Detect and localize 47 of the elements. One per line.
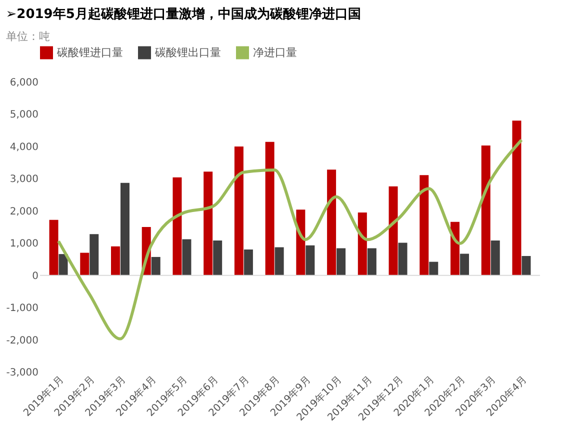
bar bbox=[420, 175, 429, 276]
bar bbox=[265, 142, 274, 276]
y-axis-title: 单位：吨 bbox=[6, 30, 50, 43]
bar bbox=[274, 247, 284, 276]
y-tick-label: -2,000 bbox=[6, 335, 38, 346]
bar bbox=[234, 146, 244, 276]
bar bbox=[522, 256, 531, 276]
bar bbox=[490, 240, 500, 276]
bar bbox=[182, 239, 192, 276]
bar bbox=[204, 172, 213, 276]
bar bbox=[80, 252, 90, 276]
bar bbox=[213, 240, 222, 276]
bar bbox=[58, 254, 68, 276]
bar bbox=[90, 234, 99, 276]
bar bbox=[460, 254, 469, 276]
bar bbox=[327, 170, 336, 276]
bar bbox=[388, 186, 398, 276]
bar bbox=[481, 145, 490, 276]
bar bbox=[151, 256, 160, 276]
bar bbox=[296, 210, 306, 276]
legend-label: 净进口量 bbox=[253, 46, 297, 59]
y-tick-label: 4,000 bbox=[10, 142, 38, 153]
chart-title: ➢2019年5月起碳酸锂进口量激增，中国成为碳酸锂净进口国 bbox=[6, 6, 361, 22]
line-series bbox=[57, 138, 523, 340]
bar bbox=[336, 248, 346, 276]
bar bbox=[358, 212, 367, 276]
y-tick-label: 0 bbox=[32, 270, 38, 282]
bar bbox=[49, 220, 58, 276]
legend-label: 碳酸锂出口量 bbox=[154, 46, 221, 59]
y-tick-label: 5,000 bbox=[10, 110, 38, 121]
bar bbox=[398, 242, 408, 276]
y-tick-label: 1,000 bbox=[10, 238, 38, 250]
bar bbox=[244, 250, 253, 276]
y-tick-label: 3,000 bbox=[10, 174, 38, 186]
y-tick-label: -1,000 bbox=[6, 303, 38, 314]
bar bbox=[306, 245, 315, 276]
bar bbox=[512, 120, 522, 276]
y-tick-label: 2,000 bbox=[10, 206, 38, 218]
y-tick-label: -3,000 bbox=[6, 368, 38, 378]
bar bbox=[120, 182, 130, 276]
legend-label: 碳酸锂进口量 bbox=[56, 46, 123, 59]
bar bbox=[450, 222, 460, 276]
bar bbox=[429, 262, 438, 276]
bar bbox=[367, 248, 376, 276]
y-tick-label: 6,000 bbox=[10, 78, 38, 88]
bar bbox=[172, 177, 182, 276]
bar bbox=[111, 246, 120, 276]
